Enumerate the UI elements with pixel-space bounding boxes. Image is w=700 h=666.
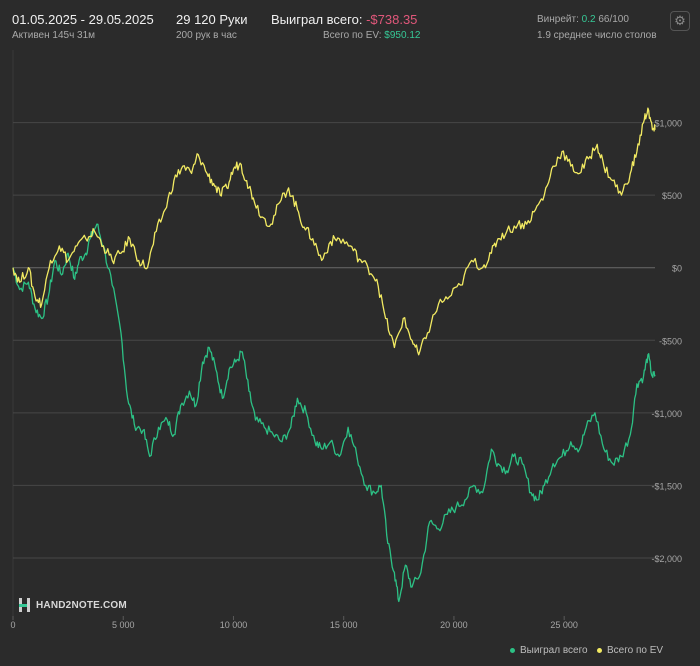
legend-dot-ev (597, 648, 602, 653)
stats-header: 01.05.2025 - 29.05.2025 Активен 145ч 31м… (0, 0, 700, 50)
chart-series (12, 107, 656, 603)
ev-total-label: Всего по EV: (323, 30, 382, 41)
legend-item-ev: Всего по EV (597, 645, 663, 656)
y-tick-label: $500 (662, 191, 682, 201)
won-total: Выиграл всего: -$738.35 (271, 12, 417, 27)
won-total-label: Выиграл всего: (271, 12, 363, 27)
hand2note-logo: HAND2NOTE.COM (18, 598, 127, 612)
hands-per-hour: 200 рук в час (176, 30, 237, 41)
y-tick-label: -$2,000 (651, 554, 682, 564)
x-tick-label: 25 000 (550, 620, 578, 630)
x-tick-label: 20 000 (440, 620, 468, 630)
avg-tables: 1.9 среднее число столов (537, 30, 657, 41)
y-tick-label: -$500 (659, 336, 682, 346)
gear-icon[interactable]: ⚙ (670, 11, 690, 31)
hands-count: 29 120 Руки (176, 12, 248, 27)
series-line-ev (12, 107, 656, 356)
legend-dot-won (510, 648, 515, 653)
legend-label-ev: Всего по EV (607, 645, 664, 656)
winrate: Винрейт: 0.2 66/100 (537, 14, 629, 25)
y-tick-label: $0 (672, 264, 682, 274)
ev-total: Всего по EV: $950.12 (323, 30, 420, 41)
winrate-label: Винрейт: (537, 14, 579, 25)
legend-item-won: Выиграл всего (510, 645, 588, 656)
active-time: Активен 145ч 31м (12, 30, 96, 41)
logo-text: HAND2NOTE.COM (36, 599, 127, 611)
x-tick-label: 0 (10, 620, 15, 630)
graph-chart: $1,000 $500 $0 -$500 -$1,000 -$1,500 -$2,000 0… (10, 50, 682, 630)
series-line-won (12, 223, 656, 603)
y-tick-label: $1,000 (654, 119, 682, 129)
winrate-value: 0.2 (581, 14, 596, 25)
x-tick-label: 5 000 (112, 620, 135, 630)
winrate-extra: 66/100 (598, 14, 629, 25)
y-tick-label: -$1,500 (651, 481, 682, 491)
logo-mark-icon (18, 598, 32, 612)
y-tick-label: -$1,000 (651, 409, 682, 419)
x-tick-label: 10 000 (220, 620, 248, 630)
x-axis-labels: 0 5 000 10 000 15 000 20 000 25 000 (10, 620, 577, 630)
chart-grid (12, 50, 655, 620)
ev-total-value: $950.12 (384, 30, 421, 41)
legend-label-won: Выиграл всего (520, 645, 588, 656)
y-axis-labels: $1,000 $500 $0 -$500 -$1,000 -$1,500 -$2,000 (651, 119, 682, 564)
x-tick-label: 15 000 (330, 620, 358, 630)
won-total-value: -$738.35 (366, 12, 418, 27)
date-range: 01.05.2025 - 29.05.2025 (12, 12, 154, 27)
